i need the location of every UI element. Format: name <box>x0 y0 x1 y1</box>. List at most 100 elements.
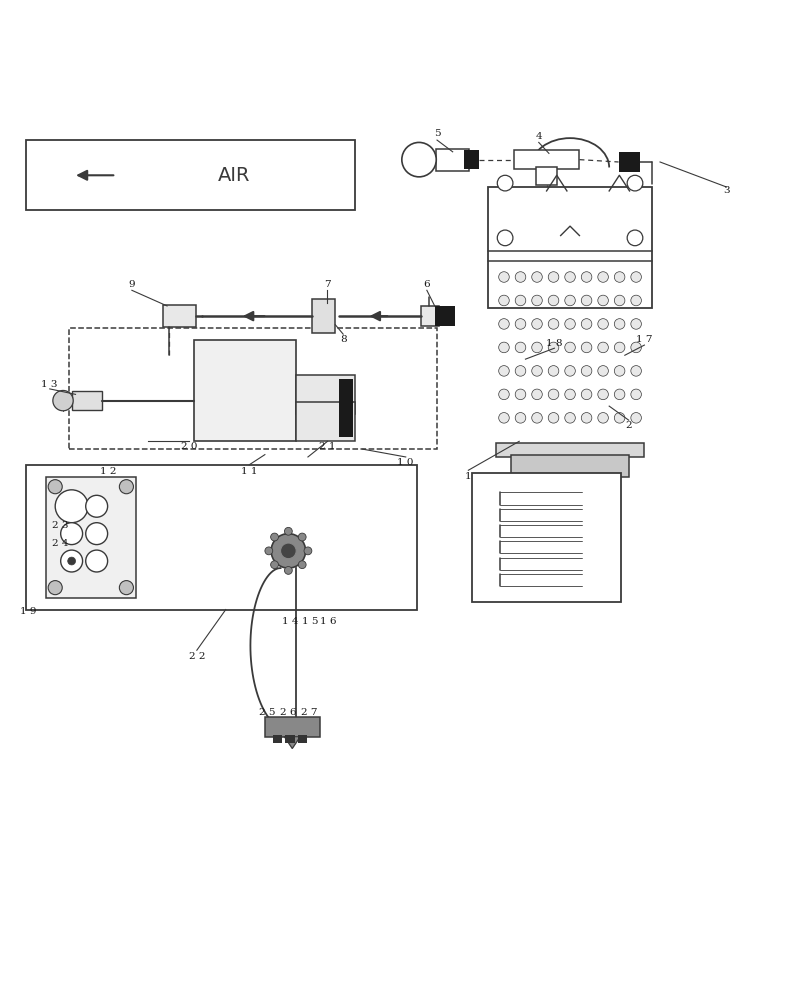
Circle shape <box>304 547 312 555</box>
Circle shape <box>55 490 88 523</box>
Circle shape <box>68 557 76 565</box>
Bar <box>496 443 645 457</box>
Circle shape <box>48 480 62 494</box>
Circle shape <box>499 295 509 306</box>
Bar <box>422 306 439 326</box>
Circle shape <box>497 230 513 246</box>
Circle shape <box>281 543 296 559</box>
Circle shape <box>61 523 83 545</box>
Circle shape <box>598 342 608 353</box>
Circle shape <box>299 533 306 541</box>
Circle shape <box>631 342 641 353</box>
Circle shape <box>582 272 592 282</box>
Bar <box>26 465 418 610</box>
Bar <box>472 473 621 602</box>
Bar <box>265 717 320 737</box>
Circle shape <box>565 319 575 329</box>
Circle shape <box>548 319 559 329</box>
Circle shape <box>119 480 133 494</box>
Text: 2 1: 2 1 <box>319 442 336 451</box>
Circle shape <box>532 319 542 329</box>
Bar <box>296 375 355 414</box>
Circle shape <box>515 342 526 353</box>
Circle shape <box>582 366 592 376</box>
Circle shape <box>615 272 625 282</box>
Bar <box>69 328 437 449</box>
Circle shape <box>582 413 592 423</box>
Circle shape <box>515 295 526 306</box>
Text: 7: 7 <box>324 280 331 289</box>
Circle shape <box>631 389 641 400</box>
Text: 2 2: 2 2 <box>188 652 205 661</box>
Circle shape <box>532 413 542 423</box>
Text: 1 1: 1 1 <box>241 467 258 476</box>
Circle shape <box>548 366 559 376</box>
Circle shape <box>515 413 526 423</box>
Circle shape <box>615 319 625 329</box>
Text: 1 2: 1 2 <box>100 467 117 476</box>
Circle shape <box>631 319 641 329</box>
Text: 1 0: 1 0 <box>397 458 414 467</box>
Circle shape <box>499 413 509 423</box>
Circle shape <box>86 495 108 517</box>
Text: 1 5: 1 5 <box>302 617 318 626</box>
Bar <box>163 305 196 327</box>
Circle shape <box>299 561 306 569</box>
Circle shape <box>565 413 575 423</box>
Bar <box>437 149 469 171</box>
Circle shape <box>48 581 62 595</box>
Circle shape <box>499 319 509 329</box>
Bar <box>514 150 579 169</box>
Bar <box>339 379 353 410</box>
Circle shape <box>631 413 641 423</box>
Circle shape <box>565 342 575 353</box>
Circle shape <box>598 272 608 282</box>
Bar <box>273 735 282 743</box>
Circle shape <box>119 581 133 595</box>
Bar <box>488 187 652 308</box>
Circle shape <box>548 295 559 306</box>
Circle shape <box>532 272 542 282</box>
Circle shape <box>61 550 83 572</box>
Text: 1 3: 1 3 <box>42 380 58 389</box>
Text: 2 6: 2 6 <box>280 708 296 717</box>
Bar <box>26 140 355 210</box>
Circle shape <box>499 389 509 400</box>
Circle shape <box>598 319 608 329</box>
Circle shape <box>627 230 643 246</box>
Circle shape <box>515 366 526 376</box>
Circle shape <box>53 390 73 411</box>
Text: AIR: AIR <box>217 166 250 185</box>
Circle shape <box>499 272 509 282</box>
Circle shape <box>284 527 292 535</box>
Bar <box>285 735 295 743</box>
Circle shape <box>532 295 542 306</box>
Text: 2 4: 2 4 <box>52 539 68 548</box>
Bar <box>298 735 307 743</box>
Circle shape <box>515 319 526 329</box>
Circle shape <box>582 319 592 329</box>
Text: 9: 9 <box>128 280 136 289</box>
Bar <box>619 152 641 172</box>
Circle shape <box>631 272 641 282</box>
Circle shape <box>615 366 625 376</box>
Bar <box>46 477 136 598</box>
Circle shape <box>582 295 592 306</box>
Circle shape <box>582 342 592 353</box>
Bar <box>195 340 296 441</box>
Circle shape <box>631 295 641 306</box>
Circle shape <box>499 342 509 353</box>
Bar <box>511 455 629 477</box>
Text: 5: 5 <box>433 129 440 138</box>
Text: 2 7: 2 7 <box>301 708 318 717</box>
Circle shape <box>86 550 108 572</box>
Text: 2 5: 2 5 <box>259 708 276 717</box>
Circle shape <box>271 534 306 568</box>
Circle shape <box>598 366 608 376</box>
Circle shape <box>532 389 542 400</box>
Bar <box>436 306 455 326</box>
Circle shape <box>86 523 108 545</box>
Circle shape <box>548 342 559 353</box>
Circle shape <box>627 175 643 191</box>
Text: 1 8: 1 8 <box>546 339 563 348</box>
